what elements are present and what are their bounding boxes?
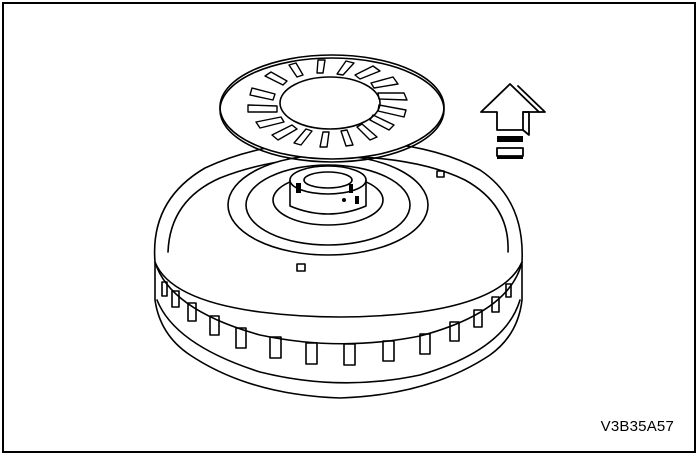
drum-lower-lip [156,299,521,384]
arrow-dash [497,156,523,159]
skirt-window [171,290,180,308]
skirt-window [269,336,282,359]
skirt-window [473,309,483,328]
hub-hole [296,183,301,193]
skirt-window [343,343,356,366]
skirt-window [382,340,395,362]
washer-slots [247,59,408,148]
skirt-window [187,302,197,322]
arrow-dash [497,136,523,142]
washer-inner-bore [279,76,381,130]
skirt-window [161,281,168,297]
drum-top-tab [296,263,306,272]
skirt-window [305,342,318,365]
washer-outer-edge [219,54,445,160]
up-arrow-icon [480,83,546,159]
hub-hole [355,196,359,204]
skirt-window [235,327,247,349]
drum-skirt-band [154,261,523,345]
drum-top-tab [436,170,445,178]
hub-hole [342,198,346,202]
skirt-window [491,296,500,313]
skirt-window [505,283,512,298]
skirt-window [449,321,460,342]
hub-bore [303,171,353,189]
skirt-window [209,315,220,336]
arrow-head [480,83,540,131]
skirt-window [419,333,431,355]
hub-shaft-top [289,165,367,195]
hub-recess-inner [245,164,411,246]
arrow-dash [496,147,524,157]
thrust-washer [219,54,445,163]
hub-hole [349,184,353,193]
clutch-drum [153,139,523,399]
figure-id-label: V3B35A57 [600,418,674,435]
skirt-windows [161,281,512,366]
washer-outer-thickness [219,57,445,163]
